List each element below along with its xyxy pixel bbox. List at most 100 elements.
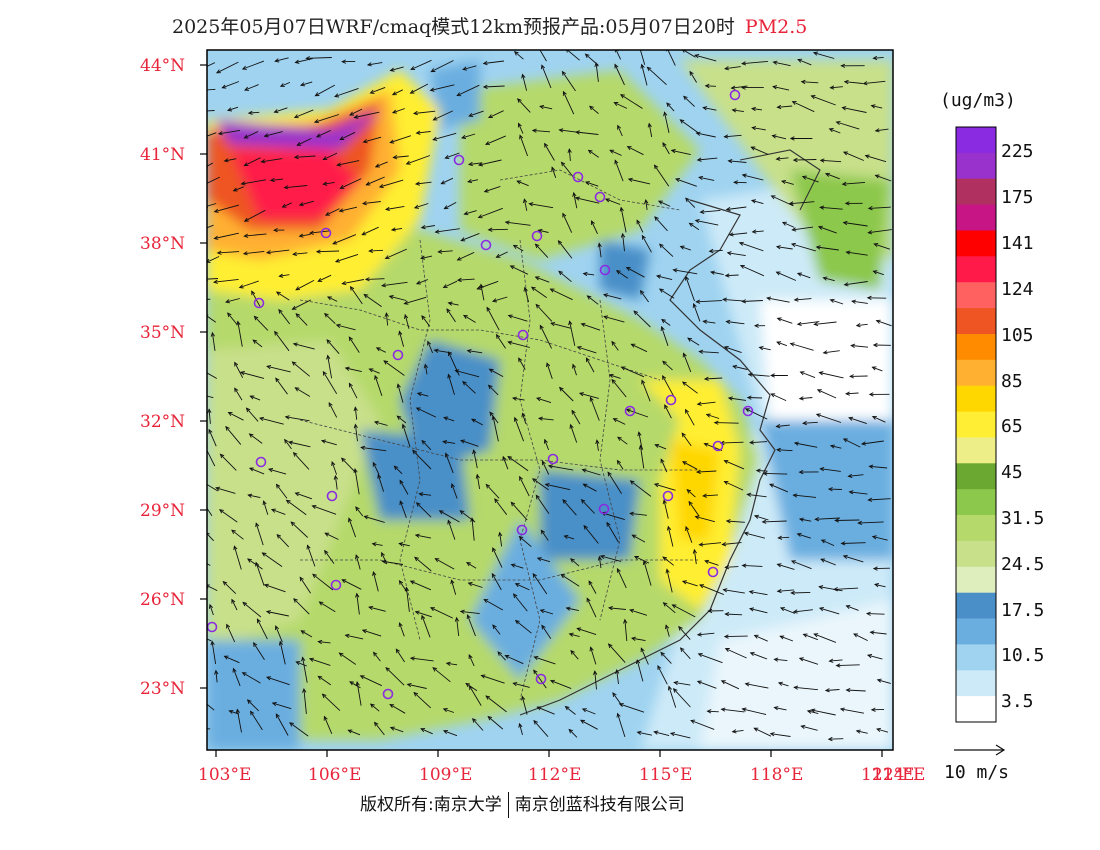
wind-arrow	[445, 152, 460, 159]
wind-arrow	[253, 642, 265, 660]
wind-arrow-head	[842, 554, 848, 560]
wind-arrow-head	[368, 248, 374, 254]
wind-arrow-head	[812, 51, 818, 56]
wind-arrow	[868, 206, 891, 209]
wind-arrow-head	[730, 85, 736, 90]
wind-arrow	[337, 160, 360, 166]
lon-label-106: 106°E	[308, 765, 362, 785]
city-marker	[330, 579, 342, 591]
wind-arrow-head	[867, 230, 873, 235]
wind-arrow	[548, 465, 574, 471]
wind-arrow	[789, 201, 815, 205]
wind-arrow	[600, 555, 622, 562]
wind-arrow-head	[669, 731, 675, 737]
wind-arrow-head	[871, 535, 877, 540]
wind-arrow-head	[518, 722, 523, 728]
wind-arrow	[582, 469, 601, 476]
wind-arrow-head	[517, 122, 522, 128]
wind-arrow	[865, 155, 887, 163]
wind-arrow	[397, 384, 404, 403]
wind-arrow-head	[535, 303, 541, 309]
colorbar-bin	[956, 515, 996, 542]
wind-arrow	[517, 98, 531, 113]
wind-arrow-head	[447, 519, 452, 525]
wind-arrow	[292, 361, 310, 377]
wind-arrow-head	[547, 464, 553, 469]
wind-arrow	[275, 625, 283, 643]
wind-arrow-head	[732, 364, 738, 370]
wind-arrow	[385, 313, 389, 326]
wind-arrow	[252, 339, 263, 348]
wind-arrow	[255, 562, 265, 586]
wind-arrow-head	[235, 708, 240, 714]
wind-arrow-head	[625, 267, 631, 271]
wind-arrow	[457, 278, 475, 281]
wind-arrow-head	[789, 342, 795, 347]
wind-arrow-head	[512, 681, 518, 687]
colorbar-label: 3.5	[1001, 691, 1034, 712]
wind-arrow-head	[513, 51, 519, 56]
wind-arrow	[836, 664, 860, 667]
wind-arrow-head	[245, 407, 251, 413]
wind-arrow-head	[775, 271, 781, 276]
wind-arrow-head	[487, 227, 493, 232]
wind-arrow-head	[769, 732, 775, 737]
wind-arrow-head	[845, 687, 851, 693]
wind-arrow-head	[413, 691, 419, 697]
wind-arrow	[657, 665, 668, 685]
wind-arrow	[876, 320, 892, 327]
wind-arrow-head	[521, 73, 526, 79]
wind-arrow-head	[689, 70, 694, 76]
wind-arrow	[236, 709, 242, 733]
wind-arrow-head	[672, 688, 678, 693]
wind-arrow	[595, 62, 599, 82]
wind-arrow-head	[438, 510, 444, 515]
wind-arrow-head	[810, 95, 816, 100]
wind-arrow	[276, 534, 290, 548]
wind-arrow-head	[276, 533, 282, 539]
wind-arrow	[539, 325, 553, 349]
wind-arrow	[754, 634, 768, 642]
wind-arrow-head	[339, 136, 345, 140]
wind-arrow-head	[416, 392, 422, 397]
wind-arrow	[797, 533, 812, 539]
wind-arrow-head	[801, 175, 807, 180]
wind-arrow-head	[662, 602, 668, 607]
wind-arrow-head	[432, 136, 438, 141]
wind-arrow-head	[568, 320, 573, 326]
wind-arrow	[780, 635, 794, 642]
wind-arrow-head	[753, 727, 759, 732]
wind-arrow	[703, 320, 716, 324]
wind-arrow	[485, 135, 506, 145]
wind-arrow-head	[214, 669, 219, 675]
wind-arrow-head	[662, 556, 668, 561]
wind-arrow	[443, 441, 456, 444]
wind-arrow	[799, 657, 819, 665]
wind-arrow	[234, 362, 244, 379]
wind-arrow	[856, 730, 868, 734]
copyright-left: 版权所有:南京大学	[360, 795, 502, 815]
wind-arrow	[492, 547, 503, 568]
wind-arrow	[725, 566, 739, 568]
wind-arrow-head	[776, 104, 782, 110]
wind-arrow-head	[317, 675, 323, 681]
colorbar-label: 85	[1001, 371, 1023, 392]
wind-arrow	[476, 474, 481, 490]
wind-arrow-head	[409, 89, 415, 94]
wind-arrow-head	[466, 348, 472, 354]
wind-arrow	[794, 442, 818, 448]
wind-arrow	[816, 246, 839, 251]
wind-arrow	[266, 611, 289, 617]
wind-arrow-head	[862, 81, 868, 86]
wind-arrow-head	[207, 408, 212, 414]
wind-arrow	[535, 276, 550, 283]
wind-scale-arrow	[954, 744, 1006, 756]
wind-arrow	[572, 364, 577, 376]
wind-arrow-head	[564, 705, 570, 711]
wind-arrow	[276, 291, 290, 301]
wind-arrow	[763, 472, 788, 475]
wind-arrow	[441, 177, 454, 185]
wind-arrow	[446, 662, 458, 666]
wind-arrow	[446, 308, 456, 323]
wind-arrow-head	[291, 305, 297, 310]
